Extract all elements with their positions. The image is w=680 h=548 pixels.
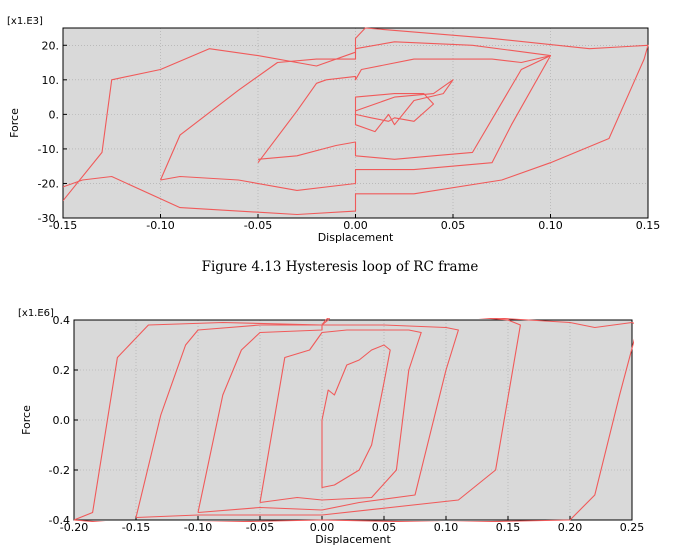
y-tick-label: 0.2: [53, 364, 71, 377]
x-tick-label: -0.10: [184, 521, 212, 534]
axis-multiplier-label: [x1.E6]: [18, 308, 54, 319]
x-tick-label: 0.15: [636, 219, 661, 232]
y-tick-label: -10.: [38, 143, 59, 156]
y-tick-label: -0.4: [49, 514, 70, 527]
hysteresis-loop-series-1: [321, 344, 391, 489]
y-tick-label: 20.: [42, 39, 60, 52]
x-tick-label: 0.15: [496, 521, 521, 534]
x-tick-label: -0.15: [122, 521, 150, 534]
x-tick-label: 0.00: [343, 219, 368, 232]
hysteresis-chart-second: -0.20 -0.15 -0.10 -0.05 0.00 0.05 0.10 0.15 0.20…: [18, 308, 645, 546]
x-tick-label: 0.20: [558, 521, 583, 534]
y-tick-label: -30.: [38, 212, 59, 225]
y-axis-label: Force: [20, 405, 33, 435]
hysteresis-loop-series-5: [74, 318, 634, 522]
y-tick-label: -20.: [38, 177, 59, 190]
y-tick-label: 10.: [42, 74, 60, 87]
y-tick-label: 0.0: [53, 414, 71, 427]
x-tick-label: -0.05: [244, 219, 272, 232]
y-tick-label: -0.2: [49, 464, 70, 477]
x-tick-label: 0.10: [434, 521, 459, 534]
x-axis-label: Displacement: [315, 533, 391, 546]
hysteresis-loop-series-4: [63, 27, 649, 216]
hysteresis-loop-series-1: [354, 79, 454, 133]
x-tick-label: -0.20: [60, 521, 88, 534]
x-tick-label: -0.15: [49, 219, 77, 232]
axis-multiplier-label: [x1.E3]: [7, 16, 43, 27]
y-tick-label: 0.: [49, 108, 60, 121]
x-tick-label: 0.25: [620, 521, 645, 534]
x-tick-label: -0.10: [146, 219, 174, 232]
y-tick-label: 0.4: [53, 314, 71, 327]
hysteresis-loop-series-3: [159, 41, 552, 191]
hysteresis-loop-series-2: [259, 329, 422, 504]
hysteresis-loop-series-4: [135, 318, 521, 519]
hysteresis-loop-series-2: [257, 55, 552, 164]
x-axis-label: Displacement: [318, 231, 394, 244]
hysteresis-chart-rc-frame: -0.15 -0.10 -0.05 0.00 0.05 0.10 0.15 -30. -20. -…: [7, 16, 661, 244]
x-tick-label: 0.10: [538, 219, 563, 232]
x-tick-label: -0.05: [246, 521, 274, 534]
x-tick-label: 0.00: [310, 521, 335, 534]
x-tick-label: 0.05: [372, 521, 397, 534]
hysteresis-loop-series-3: [197, 324, 459, 514]
y-axis-label: Force: [8, 108, 21, 138]
figure-caption: Figure 4.13 Hysteresis loop of RC frame: [201, 259, 479, 275]
x-tick-label: 0.05: [441, 219, 466, 232]
